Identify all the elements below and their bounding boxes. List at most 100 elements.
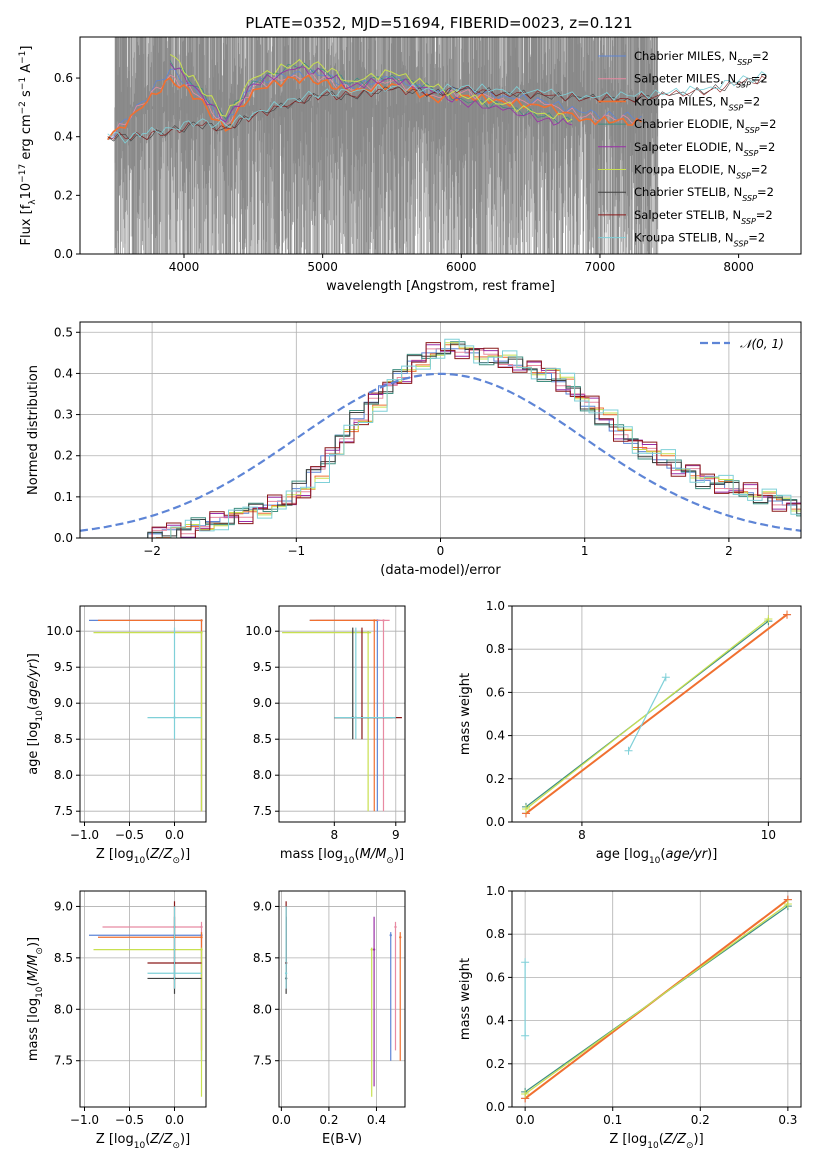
legend-label: Salpeter STELIB, NSSP=2: [634, 208, 773, 226]
legend-label: Kroupa ELODIE, NSSP=2: [634, 163, 768, 181]
y-tick-label: 1.0: [486, 884, 505, 898]
weight-marker: [661, 673, 670, 682]
data-point: [354, 716, 358, 719]
x-tick-label: 8000: [723, 260, 754, 274]
mass-vs-z-panel: −1.0 −0.5 0.0 7.5 8.0 8.5 9.0 Z [log10(Z/Z⊙)] ma…: [26, 890, 207, 1151]
y-tick-label: 7.5: [253, 804, 272, 818]
y-axis-label: mass [log10(M/M⊙)]: [26, 937, 45, 1061]
y-axis-label: mass weight: [458, 673, 473, 755]
y-axis-label: age [log10(age/yr)]: [26, 653, 45, 775]
data-point: [173, 972, 176, 975]
spectrum-panel: 4000 5000 6000 7000 8000 0.0 0.2 0.4 0.6 waveleng…: [18, 36, 802, 294]
data-point: [200, 948, 203, 951]
x-tick-label: 8: [330, 828, 338, 842]
axes-frame: [79, 605, 207, 823]
legend-label: Chabrier MILES, NSSP=2: [634, 49, 769, 67]
x-tick-label: 1: [581, 544, 589, 558]
y-tick-label: 8.0: [54, 768, 73, 782]
x-axis-label: age [log10(age/yr)]: [596, 847, 718, 866]
x-tick-label: −0.5: [115, 828, 144, 842]
x-tick-label: 0.0: [165, 1113, 184, 1127]
y-tick-label: 0.0: [486, 1100, 505, 1114]
x-axis-label: E(B-V): [322, 1132, 362, 1147]
legend-label: Chabrier STELIB, NSSP=2: [634, 185, 774, 203]
x-tick-label: −1.0: [70, 1113, 99, 1127]
x-tick-label: 0.4: [367, 1113, 386, 1127]
y-tick-label: 8.5: [54, 951, 73, 965]
y-axis-label: mass weight: [458, 958, 473, 1040]
x-tick-label: 7000: [585, 260, 616, 274]
y-tick-label: 8.5: [253, 951, 272, 965]
residual-histogram: [156, 342, 801, 538]
x-tick-label: 0.1: [603, 1113, 622, 1127]
data-point: [200, 936, 203, 939]
x-tick-label: 0.0: [516, 1113, 535, 1127]
y-tick-label: 9.5: [253, 660, 272, 674]
y-tick-label: 9.0: [54, 696, 73, 710]
y-tick-label: 0.2: [486, 772, 505, 786]
model-spectrum-line: [107, 76, 767, 141]
y-tick-label: 0.8: [486, 642, 505, 656]
weight-marker: [521, 1090, 530, 1099]
normal-curve: [80, 372, 801, 532]
figure-title: PLATE=0352, MJD=51694, FIBERID=0023, z=0…: [245, 14, 632, 32]
weight-marker: [521, 805, 530, 814]
axes-frame: [511, 890, 802, 1108]
x-tick-label: 0.3: [778, 1113, 797, 1127]
x-tick-label: 5000: [307, 260, 338, 274]
x-tick-label: 4000: [169, 260, 200, 274]
axes-frame: [511, 605, 802, 823]
axes-frame: [79, 890, 207, 1108]
y-tick-label: 1.0: [486, 599, 505, 613]
legend-label: Kroupa STELIB, NSSP=2: [634, 231, 765, 249]
axes-frame: [278, 605, 406, 823]
y-tick-label: 10.0: [245, 624, 272, 638]
y-tick-label: 0.2: [54, 188, 73, 202]
x-axis-label: Z [log10(Z/Z⊙)]: [609, 1132, 703, 1151]
weight-marker: [783, 610, 792, 619]
data-point: [370, 948, 373, 951]
weight-marker: [624, 746, 633, 755]
data-point: [173, 716, 176, 719]
y-tick-label: 10.0: [46, 624, 73, 638]
data-point: [200, 925, 203, 929]
x-tick-label: 0.2: [691, 1113, 710, 1127]
x-tick-label: 0.0: [272, 1113, 291, 1127]
x-axis-label: Z [log10(Z/Z⊙)]: [96, 847, 190, 866]
y-tick-label: 7.5: [253, 1054, 272, 1068]
y-tick-label: 8.0: [54, 1002, 73, 1016]
x-tick-label: 0: [437, 544, 445, 558]
scatter-plot-area: [89, 901, 203, 1097]
weight-marker: [764, 614, 773, 623]
scatter-plot-area: [89, 619, 203, 812]
y-tick-label: 0.6: [486, 970, 505, 984]
data-point: [372, 948, 376, 951]
data-point: [284, 972, 288, 975]
residuals-plot-area: [80, 338, 801, 538]
spectrum-plot-area: [107, 37, 767, 254]
data-point: [373, 619, 376, 622]
x-tick-label: 2: [725, 544, 733, 558]
legend-label: Chabrier ELODIE, NSSP=2: [634, 117, 776, 135]
y-tick-label: 0.4: [54, 366, 73, 380]
x-tick-label: 8: [578, 828, 586, 842]
model-spectrum-line: [107, 77, 767, 142]
age-vs-mass-panel: 8 9 7.5 8.0 8.5 9.0 9.5 10.0 mass [log10(M/M⊙)]: [245, 605, 406, 866]
y-tick-label: 8.0: [253, 768, 272, 782]
y-tick-label: 0.8: [486, 927, 505, 941]
y-axis-label: Flux [fλ10−17 erg cm−2 s−1 A−1]: [18, 46, 38, 246]
y-tick-label: 8.5: [253, 732, 272, 746]
x-tick-label: 0.0: [165, 828, 184, 842]
scatter-plot-area: [284, 901, 402, 1097]
y-tick-label: 8.5: [54, 732, 73, 746]
x-tick-label: 9: [392, 828, 400, 842]
residuals-panel: −2 −1 0 1 2 0.0 0.1 0.2 0.3 0.4 0.5 (data-model)/er…: [26, 321, 802, 578]
model-spectrum-line: [169, 60, 573, 124]
y-tick-label: 9.5: [54, 660, 73, 674]
y-tick-label: 0.1: [54, 490, 73, 504]
residual-histogram: [151, 342, 801, 538]
model-spectrum-line: [169, 54, 573, 123]
observed-spectrum: [114, 37, 659, 254]
x-tick-label: 6000: [446, 260, 477, 274]
